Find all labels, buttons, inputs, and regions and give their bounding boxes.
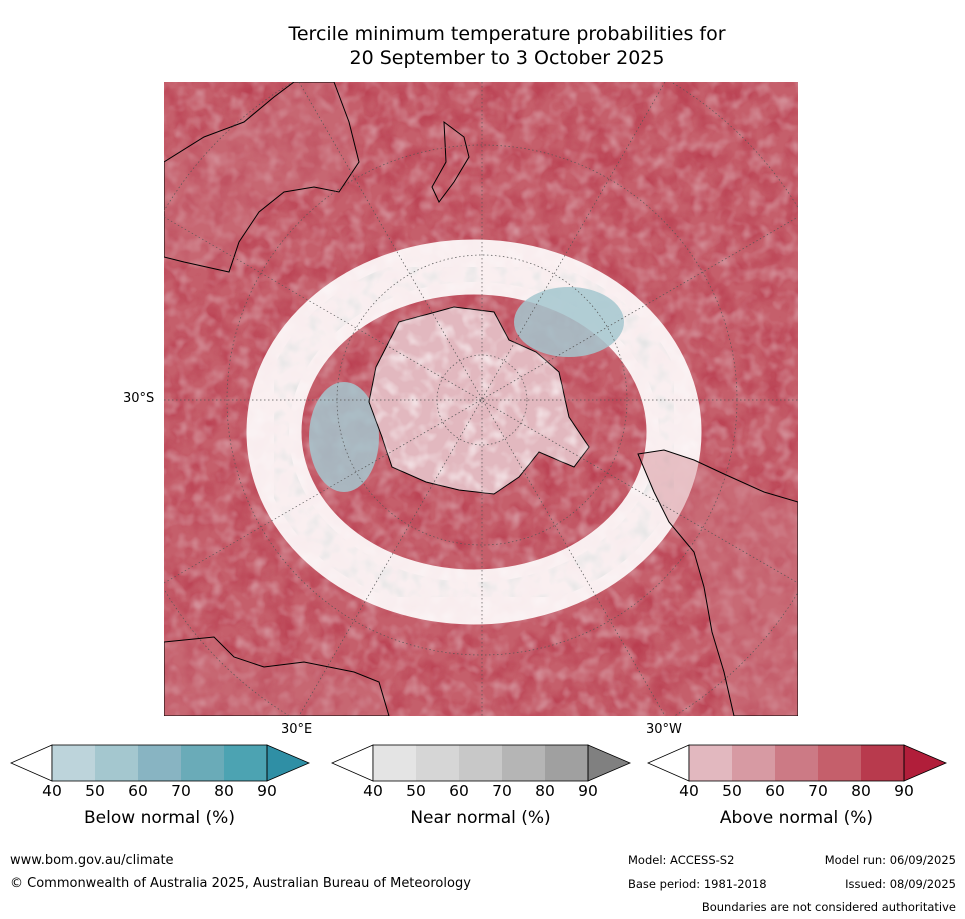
colorbar-tick-label: 70 (171, 782, 191, 800)
colorbar-tick-label: 80 (851, 782, 871, 800)
colorbar-tick-label: 60 (765, 782, 785, 800)
longitude-label-30e: 30°E (281, 722, 313, 737)
title-line-2: 20 September to 3 October 2025 (349, 47, 665, 69)
colorbar-segment (732, 745, 775, 781)
title-line-1: Tercile minimum temperature probabilitie… (288, 23, 726, 45)
colorbar-label-below: Below normal (%) (84, 808, 235, 828)
colorbar-outline (51, 744, 268, 782)
colorbar-tick-label: 40 (679, 782, 699, 800)
colorbar-segment (138, 745, 181, 781)
colorbar-tick-label: 40 (42, 782, 62, 800)
colorbar-segment (459, 745, 502, 781)
footer-disclaimer: Boundaries are not considered authoritat… (701, 900, 956, 914)
chart-title: Tercile minimum temperature probabilitie… (160, 22, 854, 70)
colorbar-tick-label: 70 (808, 782, 828, 800)
latitude-label-30s: 30°S (123, 391, 155, 406)
probability-map (164, 82, 798, 716)
colorbar-near (331, 744, 632, 782)
colorbar-segment (775, 745, 818, 781)
colorbar-upper-extension (266, 744, 311, 782)
colorbar-segment (181, 745, 224, 781)
colorbar-outline (688, 744, 905, 782)
near-normal-ring-shade (259, 252, 689, 612)
colorbar-segment (416, 745, 459, 781)
colorbar-tick-label: 80 (214, 782, 234, 800)
africa (164, 636, 390, 716)
colorbar-segment (95, 745, 138, 781)
colorbar-label-above: Above normal (%) (719, 808, 874, 828)
footer-copyright: © Commonwealth of Australia 2025, Austra… (10, 876, 471, 891)
colorbar-tick-label: 50 (85, 782, 105, 800)
footer-issued: Issued: 08/09/2025 (845, 877, 956, 891)
colorbar-segment (818, 745, 861, 781)
colorbar-tick-label: 60 (128, 782, 148, 800)
footer-base-period: Base period: 1981-2018 (628, 877, 767, 891)
colorbar-segment (545, 745, 588, 781)
colorbar-tick-label: 70 (492, 782, 512, 800)
colorbar-upper-extension (587, 744, 632, 782)
colorbar-upper-extension (903, 744, 948, 782)
colorbar-segment (502, 745, 545, 781)
colorbar-tick-label: 90 (578, 782, 598, 800)
footer-website: www.bom.gov.au/climate (10, 853, 174, 868)
footer-model: Model: ACCESS-S2 (628, 853, 735, 867)
colorbar-segment (52, 745, 95, 781)
colorbar-tick-label: 50 (406, 782, 426, 800)
australia (164, 82, 360, 273)
colorbar-lower-extension (331, 744, 374, 782)
colorbar-below (10, 744, 311, 782)
antarctica-texture (369, 307, 589, 494)
colorbar-label-near: Near normal (%) (410, 808, 551, 828)
new-zealand (431, 120, 470, 203)
colorbar-tick-label: 90 (257, 782, 277, 800)
colorbar-outline (372, 744, 589, 782)
colorbar-tick-label: 90 (894, 782, 914, 800)
colorbar-tick-label: 50 (722, 782, 742, 800)
below-normal-patch-west (514, 287, 624, 357)
colorbar-lower-extension (10, 744, 53, 782)
colorbar-tick-label: 80 (535, 782, 555, 800)
longitude-label-30w: 30°W (646, 722, 682, 737)
graticule (164, 82, 798, 716)
colorbar-segment (373, 745, 416, 781)
colorbar-above (647, 744, 948, 782)
colorbar-tick-label: 60 (449, 782, 469, 800)
colorbar-segment (689, 745, 732, 781)
colorbar-tick-label: 40 (363, 782, 383, 800)
below-normal-patch-east (309, 382, 379, 492)
colorbar-lower-extension (647, 744, 690, 782)
colorbar-segment (224, 745, 267, 781)
footer-model-run: Model run: 06/09/2025 (824, 853, 956, 867)
colorbar-segment (861, 745, 904, 781)
south-america (637, 449, 798, 716)
